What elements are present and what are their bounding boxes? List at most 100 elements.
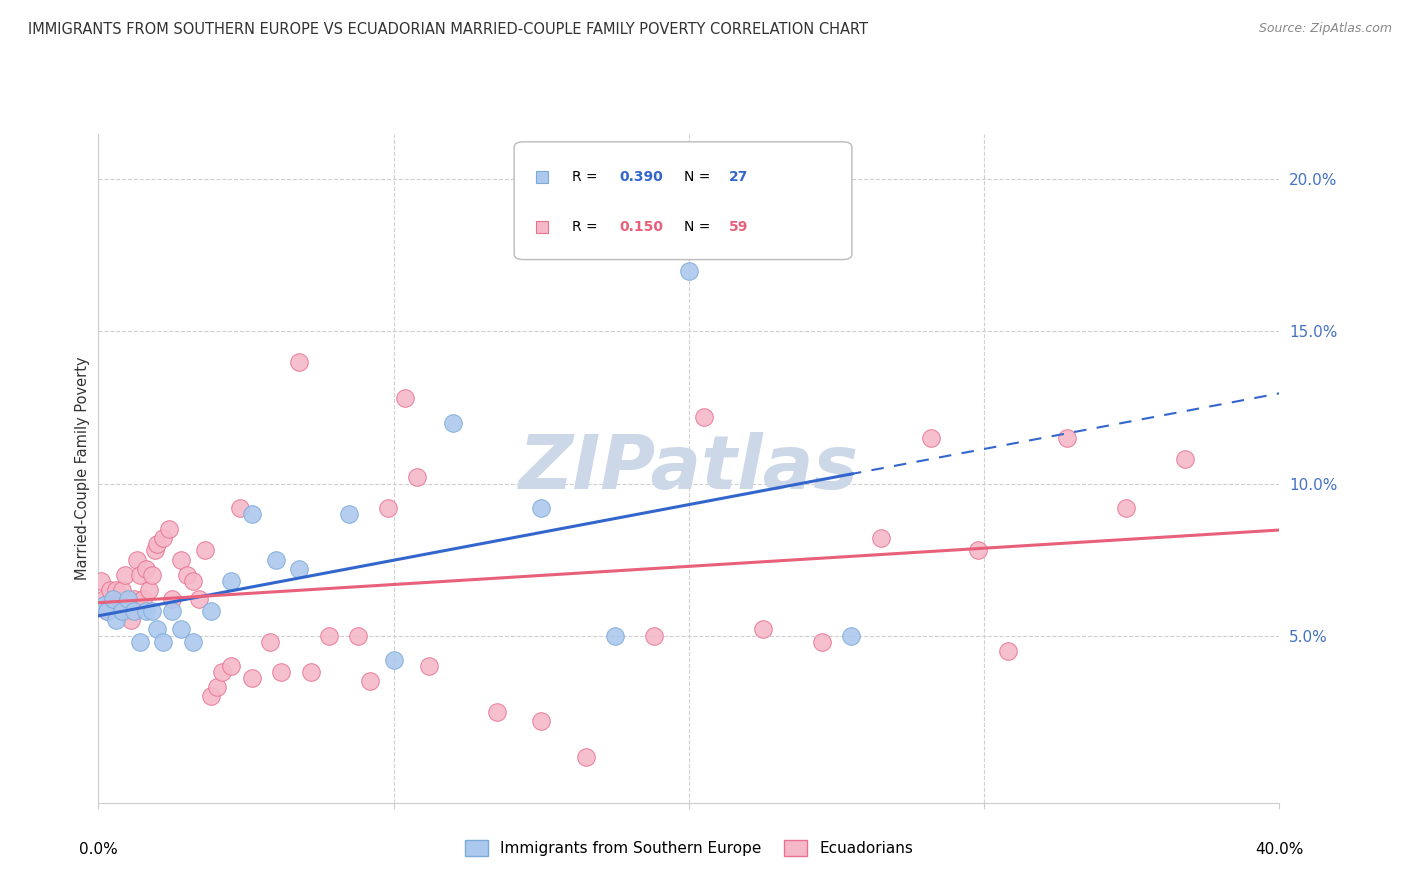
- Point: [240, 507, 263, 521]
- Text: R =: R =: [572, 220, 602, 235]
- Point: [96, 604, 118, 618]
- Point: [111, 604, 134, 618]
- Point: [441, 416, 464, 430]
- Point: [93, 598, 115, 612]
- Point: [122, 604, 145, 618]
- FancyBboxPatch shape: [515, 142, 852, 260]
- Point: [98, 582, 121, 597]
- Point: [103, 598, 125, 612]
- Point: [114, 567, 136, 582]
- Point: [194, 543, 217, 558]
- Point: [406, 470, 429, 484]
- Point: [117, 592, 139, 607]
- Point: [117, 604, 139, 618]
- Point: [187, 592, 209, 607]
- Point: [530, 500, 553, 515]
- Text: IMMIGRANTS FROM SOUTHERN EUROPE VS ECUADORIAN MARRIED-COUPLE FAMILY POVERTY CORR: IMMIGRANTS FROM SOUTHERN EUROPE VS ECUAD…: [28, 22, 868, 37]
- Point: [122, 592, 145, 607]
- Point: [176, 567, 198, 582]
- Point: [141, 604, 163, 618]
- Text: Source: ZipAtlas.com: Source: ZipAtlas.com: [1258, 22, 1392, 36]
- Point: [162, 592, 183, 607]
- Point: [143, 543, 166, 558]
- Point: [146, 623, 169, 637]
- Point: [347, 628, 370, 642]
- Point: [270, 665, 292, 679]
- Point: [337, 507, 360, 521]
- Point: [751, 623, 773, 637]
- Point: [299, 665, 322, 679]
- Point: [869, 531, 891, 545]
- Point: [418, 659, 440, 673]
- Point: [90, 574, 112, 588]
- Text: 59: 59: [730, 220, 748, 235]
- Point: [678, 263, 700, 277]
- Point: [132, 592, 155, 607]
- Point: [1174, 452, 1197, 467]
- Point: [839, 628, 862, 642]
- Text: 27: 27: [730, 170, 748, 184]
- Point: [141, 567, 163, 582]
- Text: 0.150: 0.150: [619, 220, 664, 235]
- Point: [530, 714, 553, 728]
- Point: [162, 604, 183, 618]
- Point: [152, 531, 174, 545]
- Point: [1056, 431, 1078, 445]
- Point: [93, 592, 115, 607]
- Point: [111, 582, 134, 597]
- Point: [135, 604, 157, 618]
- Point: [211, 665, 233, 679]
- Point: [240, 671, 263, 685]
- Point: [128, 634, 150, 648]
- Point: [120, 613, 142, 627]
- Text: 0.390: 0.390: [619, 170, 664, 184]
- Point: [967, 543, 990, 558]
- Point: [105, 582, 128, 597]
- Point: [219, 659, 242, 673]
- Point: [359, 674, 381, 689]
- Text: ZIPatlas: ZIPatlas: [519, 432, 859, 505]
- Point: [105, 613, 128, 627]
- Point: [152, 634, 174, 648]
- Point: [377, 500, 399, 515]
- Point: [108, 598, 131, 612]
- Point: [318, 628, 340, 642]
- Point: [259, 634, 281, 648]
- Legend: Immigrants from Southern Europe, Ecuadorians: Immigrants from Southern Europe, Ecuador…: [458, 834, 920, 862]
- Text: 0.0%: 0.0%: [79, 842, 118, 857]
- Point: [170, 623, 193, 637]
- Point: [181, 574, 204, 588]
- Point: [288, 562, 311, 576]
- Point: [394, 392, 416, 406]
- Point: [128, 567, 150, 582]
- Text: N =: N =: [685, 170, 716, 184]
- Point: [219, 574, 242, 588]
- Point: [486, 705, 509, 719]
- Point: [125, 552, 148, 566]
- Point: [920, 431, 942, 445]
- Point: [605, 628, 627, 642]
- Text: 40.0%: 40.0%: [1256, 842, 1303, 857]
- Point: [264, 552, 287, 566]
- Y-axis label: Married-Couple Family Poverty: Married-Couple Family Poverty: [75, 357, 90, 580]
- Point: [997, 644, 1019, 658]
- Point: [135, 562, 157, 576]
- Point: [170, 552, 193, 566]
- Point: [229, 500, 252, 515]
- Point: [574, 750, 596, 764]
- Point: [157, 522, 180, 536]
- Text: R =: R =: [572, 170, 602, 184]
- Point: [96, 604, 118, 618]
- Point: [205, 680, 228, 694]
- Point: [382, 653, 405, 667]
- Point: [810, 634, 832, 648]
- Point: [200, 690, 222, 704]
- Point: [181, 634, 204, 648]
- Point: [288, 355, 311, 369]
- Point: [1115, 500, 1137, 515]
- Point: [643, 628, 665, 642]
- Point: [138, 582, 160, 597]
- Point: [200, 604, 222, 618]
- Point: [146, 537, 169, 551]
- Point: [693, 409, 716, 424]
